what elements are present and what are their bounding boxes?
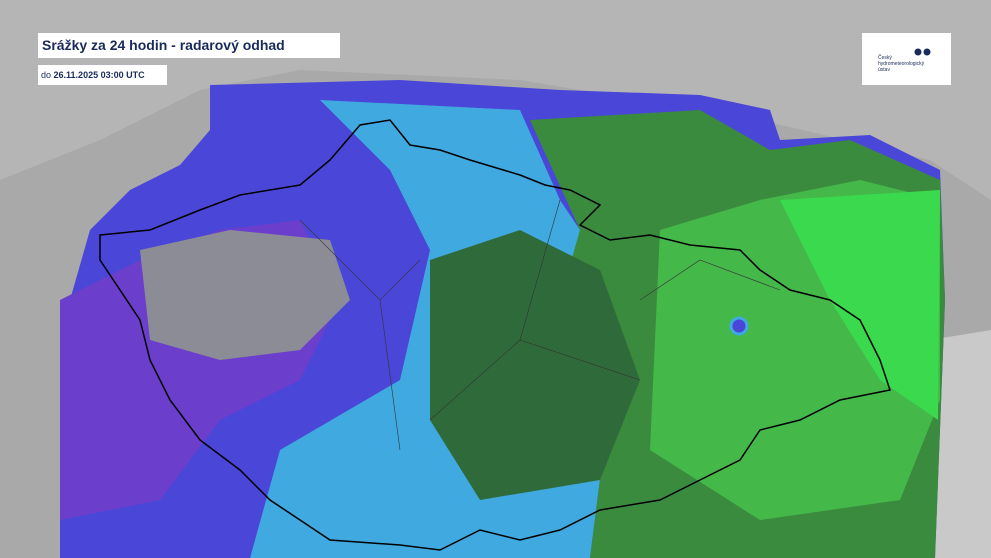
- radar-green-core: [430, 230, 640, 500]
- valid-time-value: 26.11.2025 03:00 UTC: [53, 70, 145, 80]
- logo-line: Český: [878, 55, 892, 61]
- logo: Český hydrometeorologický ústav: [862, 33, 951, 85]
- radar-green-light: [780, 190, 940, 420]
- radar-cell: [729, 316, 749, 336]
- logo-mark: [914, 48, 931, 56]
- logo-text: Český hydrometeorologický ústav: [878, 55, 924, 73]
- region-borders: [299, 199, 781, 451]
- valid-time: do 26.11.2025 03:00 UTC: [38, 65, 167, 85]
- country-border: [99, 119, 891, 551]
- valid-prefix: do: [41, 70, 52, 80]
- map-title: Srážky za 24 hodin - radarový odhad: [38, 33, 340, 58]
- logo-line: hydrometeorologický: [878, 61, 925, 67]
- terrain-east: [930, 330, 991, 558]
- logo-line: ústav: [878, 67, 890, 73]
- radar-gray: [140, 230, 350, 360]
